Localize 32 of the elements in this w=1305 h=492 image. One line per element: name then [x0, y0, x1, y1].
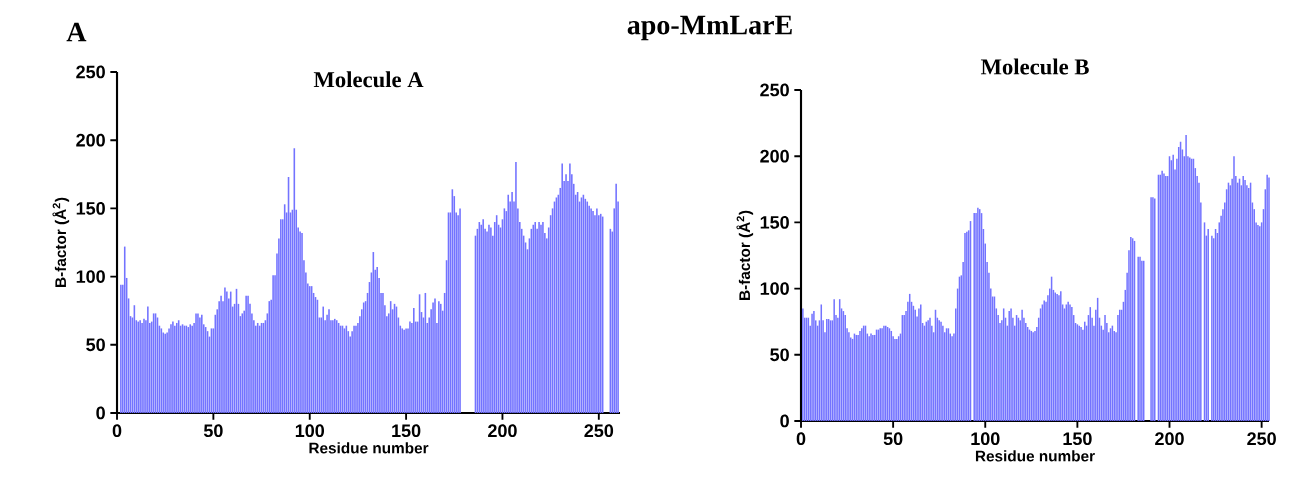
x-tick-label: 50	[203, 424, 223, 438]
y-tick-label: 0	[96, 406, 105, 420]
x-tick-label: 200	[488, 424, 517, 438]
x-axis-title: Residue number	[975, 450, 1095, 462]
y-tick-label: 200	[760, 149, 789, 163]
x-tick-label: 200	[1155, 432, 1184, 446]
x-tick-label: 50	[883, 432, 903, 446]
y-axis-title: B-factor (Å$^{2}$)	[736, 210, 754, 300]
y-tick-label: 200	[76, 133, 105, 147]
y-tick-label: 50	[86, 338, 105, 352]
x-tick-label: 250	[584, 424, 614, 438]
x-tick-label: 150	[392, 424, 421, 438]
chart-title: Molecule B	[980, 58, 1089, 75]
y-tick-label: 0	[780, 414, 789, 428]
x-axis-title: Residue number	[309, 442, 429, 454]
x-tick-label: 0	[796, 432, 806, 446]
y-tick-label: 150	[760, 216, 789, 229]
y-tick-label: 100	[760, 282, 789, 295]
chart-title: Molecule A	[313, 71, 424, 88]
y-tick-label: 250	[760, 83, 789, 97]
x-tick-label: 150	[1063, 432, 1092, 446]
x-tick-label: 0	[112, 424, 122, 438]
y-tick-label: 100	[76, 270, 105, 283]
y-tick-label: 250	[76, 65, 105, 79]
x-tick-label: 100	[971, 432, 1000, 446]
text: A	[66, 22, 87, 42]
x-tick-label: 100	[295, 424, 325, 438]
y-tick-label: 50	[770, 348, 789, 362]
y-tick-label: 150	[76, 202, 105, 215]
text: apo-MmLarE	[627, 15, 792, 41]
y-axis-title: B-factor (Å$^{2}$)	[52, 197, 70, 287]
x-tick-label: 250	[1247, 432, 1276, 446]
